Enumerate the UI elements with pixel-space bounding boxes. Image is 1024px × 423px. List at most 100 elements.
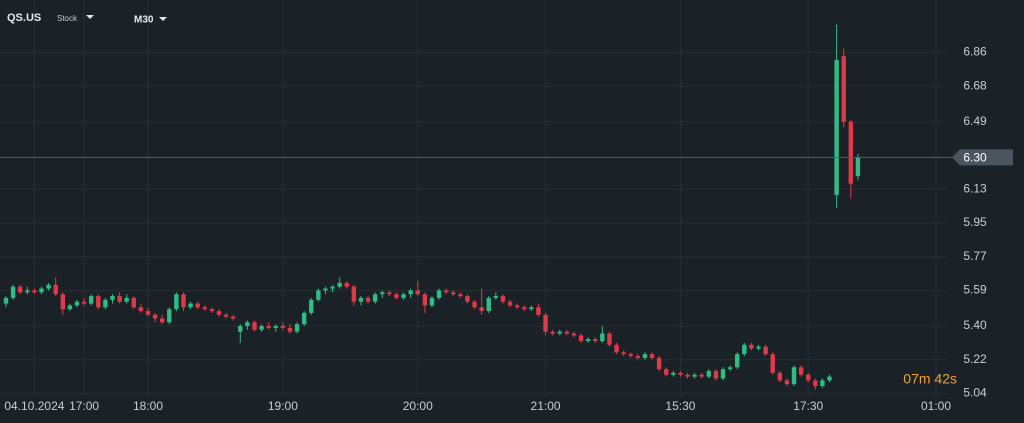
candle-body: [46, 284, 51, 289]
candle-body: [841, 56, 846, 122]
candle-body: [60, 294, 65, 310]
candle-body: [337, 282, 342, 287]
candle-body: [557, 331, 562, 334]
candle-body: [124, 297, 129, 302]
candle-body: [252, 322, 257, 330]
candle-body: [500, 296, 506, 302]
candle-body: [578, 335, 584, 342]
y-tick-label: 6.68: [963, 78, 987, 92]
candle-body: [727, 367, 733, 370]
candle-body: [571, 333, 577, 336]
x-tick-label: 04.10.2024: [4, 399, 64, 413]
candle-body: [763, 346, 768, 355]
symbol-dropdown-arrow[interactable]: [86, 15, 94, 19]
candle-body: [145, 311, 151, 315]
candle-body: [365, 297, 371, 302]
y-tick-label: 6.13: [963, 181, 987, 195]
candle-body: [649, 354, 655, 358]
timeframe-dropdown-arrow[interactable]: [159, 17, 167, 21]
candle-body: [735, 354, 740, 368]
candle-body: [458, 294, 463, 297]
candle-body: [209, 309, 215, 312]
candle-body: [316, 290, 321, 300]
candle-body: [820, 380, 825, 387]
candle-body: [10, 286, 16, 298]
candle-body: [238, 326, 243, 332]
y-tick-label: 5.40: [963, 318, 987, 332]
candle-body: [401, 294, 406, 298]
y-tick-label: 6.49: [963, 114, 987, 128]
candle-body: [117, 296, 122, 302]
candle-body: [749, 344, 754, 349]
candle-body: [529, 307, 534, 310]
candle-body: [81, 301, 87, 304]
candle-body: [266, 326, 271, 328]
candle-body: [593, 339, 598, 342]
candle-body: [110, 296, 115, 300]
candle-body: [415, 290, 420, 295]
candle-body: [621, 352, 626, 355]
candle-body: [408, 290, 413, 295]
symbol[interactable]: QS.US: [7, 12, 41, 24]
candle-body: [493, 296, 499, 298]
candle-body: [74, 301, 80, 306]
last-price-tag: [952, 149, 1013, 166]
y-tick-label: 5.04: [963, 386, 987, 400]
candle-body: [174, 294, 179, 310]
candle-body: [422, 294, 428, 306]
candle-body: [784, 380, 790, 385]
candle-body: [32, 290, 37, 293]
candle-body: [351, 286, 357, 302]
label-layer: 5.04 5.22 5.40 5.59 5.77 5.95 6.13 6.30 6.49 6.68…: [0, 45, 1013, 413]
candle-body: [543, 314, 548, 332]
candle-body: [230, 316, 236, 319]
candle-body: [664, 369, 669, 375]
candle-body: [3, 297, 9, 304]
candle-body: [223, 314, 229, 317]
candle-body: [685, 374, 690, 377]
candle-body: [798, 367, 804, 375]
candle-body: [585, 339, 591, 342]
candle-body: [465, 296, 470, 302]
candle-body: [67, 305, 73, 310]
candle-body: [138, 307, 144, 312]
candle-body: [372, 294, 378, 302]
candle-body: [713, 371, 719, 379]
candle-body: [742, 344, 747, 355]
candle-body: [280, 326, 286, 328]
candle-body: [756, 346, 761, 349]
candle-body: [813, 380, 818, 387]
candle-body: [358, 297, 364, 302]
candle-body: [429, 297, 435, 306]
candle-body: [699, 374, 704, 377]
x-tick-label: 01:00: [921, 399, 951, 413]
candle-body: [17, 286, 23, 293]
candle-body: [309, 299, 314, 313]
y-tick-label: 5.77: [963, 249, 987, 263]
last-price-label: 6.30: [963, 151, 987, 165]
y-tick-label: 5.59: [963, 283, 987, 297]
candle-body: [514, 305, 520, 308]
x-tick-label: 17:30: [793, 399, 823, 413]
candle-body: [25, 290, 30, 293]
candle-body: [827, 376, 832, 381]
candle-body: [181, 294, 186, 308]
candle-body: [656, 357, 662, 370]
candle-body: [642, 354, 648, 358]
timeframe[interactable]: M30: [134, 15, 154, 26]
x-tick-label: 17:00: [69, 399, 99, 413]
y-tick-label: 5.22: [963, 352, 987, 366]
candle-body: [706, 371, 712, 377]
candle-body: [486, 297, 491, 312]
x-tick-label: 20:00: [403, 399, 433, 413]
candle-body: [88, 296, 94, 304]
candle-body: [536, 307, 541, 315]
candle-body: [245, 322, 250, 327]
candle-body: [507, 301, 513, 306]
candle-body: [287, 327, 293, 332]
x-tick-label: 19:00: [268, 399, 298, 413]
candle-body: [635, 356, 641, 358]
